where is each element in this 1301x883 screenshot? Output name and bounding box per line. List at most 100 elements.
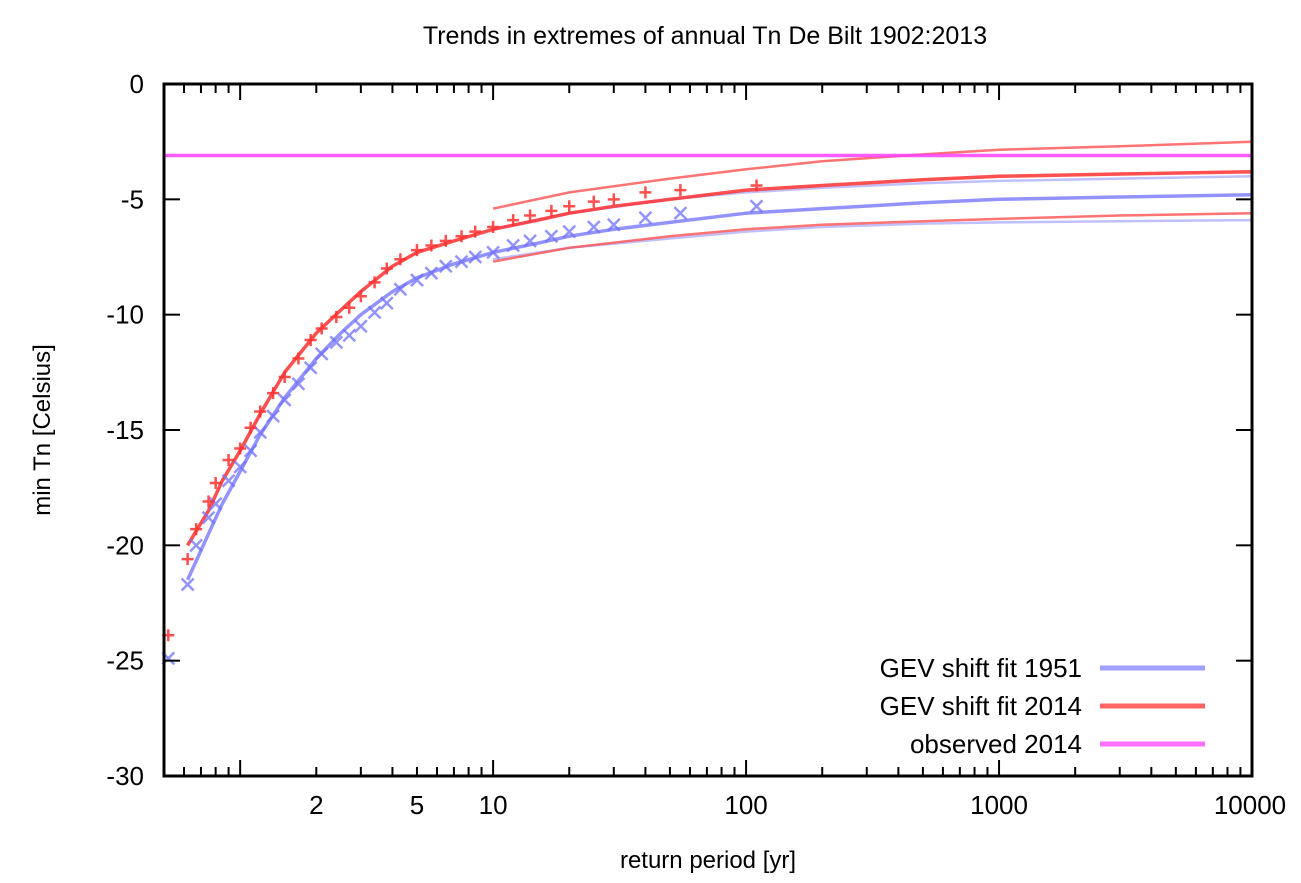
point-mark (673, 206, 688, 221)
data-point-1-23 (455, 230, 468, 243)
data-point-1-4 (209, 477, 222, 490)
point-mark (243, 443, 258, 458)
data-point-0-7 (243, 443, 258, 458)
point-mark (304, 334, 317, 347)
data-point-0-4 (208, 496, 223, 511)
point-mark (368, 276, 381, 289)
point-mark (410, 244, 423, 257)
axis-ticks (163, 83, 1252, 777)
point-mark (639, 186, 652, 199)
point-mark (438, 259, 453, 274)
point-mark (507, 214, 520, 227)
point-mark (233, 460, 248, 474)
point-mark (523, 233, 537, 248)
point-mark (277, 393, 292, 407)
point-mark (410, 273, 424, 287)
point-mark (674, 184, 687, 197)
point-mark (181, 553, 194, 566)
point-mark (587, 195, 600, 208)
point-mark (221, 473, 236, 488)
point-mark (524, 209, 537, 222)
x-axis-title: return period [yr] (620, 847, 796, 874)
data-point-1-3 (202, 495, 215, 508)
data-point-1-25 (487, 221, 500, 234)
data-point-0-5 (221, 473, 236, 488)
data-point-0-28 (544, 229, 559, 244)
plot-frame (162, 82, 1254, 778)
x-tick-label: 10000 (1214, 790, 1286, 820)
point-mark (367, 305, 382, 320)
x-tick-label: 1000 (970, 790, 1028, 820)
data-point-0-18 (379, 296, 394, 311)
point-mark (424, 266, 439, 281)
legend-label-2: observed 2014 (910, 729, 1082, 759)
point-mark (638, 210, 653, 225)
point-mark (749, 199, 764, 214)
data-point-1-33 (674, 184, 687, 197)
data-point-0-10 (277, 393, 292, 407)
data-point-0-27 (523, 233, 537, 248)
legend-label-0: GEV shift fit 1951 (880, 653, 1082, 683)
point-mark (330, 310, 343, 323)
data-point-0-32 (638, 210, 653, 225)
point-mark (469, 225, 482, 238)
data-point-0-29 (562, 224, 577, 239)
data-point-1-20 (410, 244, 423, 257)
data-point-1-32 (639, 186, 652, 199)
data-point-1-1 (181, 553, 194, 566)
data-point-0-14 (329, 335, 344, 350)
data-point-0-23 (454, 254, 469, 269)
data-point-0-15 (342, 328, 357, 343)
point-mark (544, 229, 559, 244)
legend: GEV shift fit 1951 GEV shift fit 2014 obse… (880, 653, 1205, 759)
y-tick-label: -15 (106, 415, 144, 445)
x-tick-label: 2 (309, 790, 323, 820)
point-mark (394, 253, 407, 266)
point-mark (222, 453, 235, 466)
point-mark (439, 234, 452, 247)
point-mark (208, 496, 223, 511)
data-point-0-12 (303, 360, 318, 375)
point-mark (354, 290, 367, 303)
y-tick-label: -10 (106, 300, 144, 330)
data-point-0-34 (749, 199, 764, 214)
confidence-bands (492, 140, 1253, 263)
data-point-0-30 (586, 220, 601, 234)
data-point-1-26 (507, 214, 520, 227)
point-mark (254, 405, 267, 418)
point-mark (393, 282, 408, 297)
point-mark (563, 200, 576, 213)
x-tick-label: 100 (724, 790, 767, 820)
data-point-1-7 (244, 421, 257, 434)
data-point-0-9 (266, 409, 281, 424)
data-point-1-16 (354, 290, 367, 303)
point-mark (468, 250, 483, 264)
point-mark (314, 346, 329, 361)
data-point-0-20 (410, 273, 424, 287)
point-mark (190, 523, 203, 536)
point-mark (267, 387, 280, 400)
point-mark (506, 238, 521, 253)
point-mark (315, 322, 328, 335)
point-mark (486, 245, 500, 260)
point-mark (353, 319, 368, 334)
data-point-1-22 (439, 234, 452, 247)
y-tick-label: -30 (106, 761, 144, 791)
data-point-0-3 (201, 510, 216, 525)
point-mark (278, 370, 291, 383)
data-point-1-30 (587, 195, 600, 208)
point-mark (454, 254, 469, 269)
data-point-0-31 (606, 217, 621, 232)
band-upper-1 (492, 140, 1253, 210)
point-mark (379, 296, 394, 311)
data-point-0-16 (353, 319, 368, 334)
data-point-0-2 (189, 538, 204, 553)
chart-title: Trends in extremes of annual Tn De Bilt … (423, 22, 987, 50)
point-mark (209, 477, 222, 490)
point-mark (562, 224, 577, 239)
data-point-0-17 (367, 305, 382, 320)
data-point-1-8 (254, 405, 267, 418)
legend-label-1: GEV shift fit 2014 (880, 691, 1082, 721)
y-tick-label: -20 (106, 530, 144, 560)
